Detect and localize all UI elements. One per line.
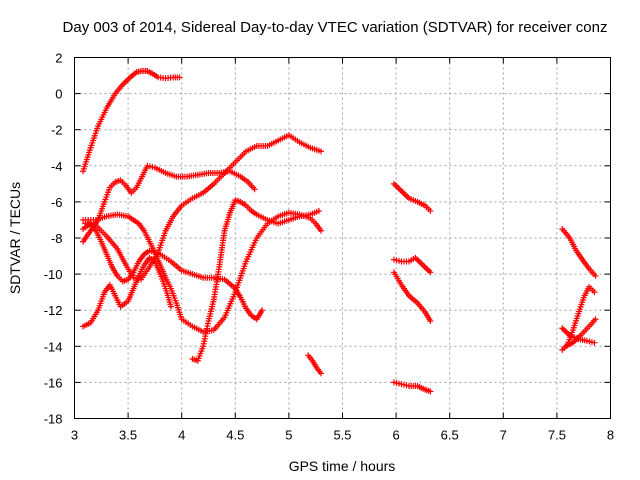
chart-title: Day 003 of 2014, Sidereal Day-to-day VTE… — [63, 19, 608, 36]
x-axis-label: GPS time / hours — [289, 458, 396, 474]
series-arc-11 — [390, 269, 434, 325]
y-tick-label: -12 — [44, 303, 63, 318]
series-arc-7 — [189, 197, 322, 364]
y-tick-label: -16 — [44, 375, 63, 390]
x-tick-label: 4 — [178, 428, 185, 443]
data-point — [251, 186, 258, 193]
series-arc-6 — [82, 132, 325, 283]
x-tick-label: 7 — [500, 428, 507, 443]
data-point — [318, 227, 325, 234]
y-tick-label: -4 — [51, 159, 63, 174]
x-tick-label: 3 — [71, 428, 78, 443]
data-point — [591, 339, 598, 346]
x-tick-label: 7.5 — [548, 428, 566, 443]
series-arc-2 — [80, 162, 258, 245]
y-tick-label: -10 — [44, 267, 63, 282]
data-point — [427, 269, 434, 276]
x-tick-label: 6 — [392, 428, 399, 443]
x-tick-label: 5.5 — [333, 428, 351, 443]
x-tick-label: 3.5 — [119, 428, 137, 443]
x-tick-label: 8 — [607, 428, 614, 443]
data-point — [176, 74, 183, 81]
series-arc-3 — [80, 209, 325, 335]
plot-frame — [74, 57, 611, 419]
data-point — [427, 318, 434, 325]
data-point — [427, 388, 434, 395]
data-point — [167, 303, 174, 310]
data-point — [259, 307, 266, 314]
y-tick-label: -6 — [51, 195, 63, 210]
series-arc-8 — [305, 352, 325, 377]
y-tick-label: -14 — [44, 339, 63, 354]
series-arc-12 — [390, 379, 434, 395]
y-axis-label: SDTVAR / TECUs — [7, 182, 23, 294]
y-tick-label: 0 — [55, 87, 62, 102]
data-point — [318, 370, 325, 377]
data-point — [315, 207, 322, 214]
y-tick-label: -2 — [51, 123, 63, 138]
data-point — [591, 289, 598, 296]
y-tick-label: -18 — [44, 412, 63, 427]
data-point — [427, 207, 434, 214]
series-arc-9 — [390, 180, 434, 214]
series-arc-13 — [559, 225, 599, 279]
data-point — [592, 272, 599, 279]
data-point — [592, 316, 599, 323]
grid-lines — [74, 57, 611, 419]
series-arc-1 — [80, 68, 183, 175]
x-tick-label: 4.5 — [226, 428, 244, 443]
data-series — [80, 68, 599, 395]
series-arc-10 — [390, 254, 434, 276]
x-tick-label: 5 — [285, 428, 292, 443]
data-point — [318, 148, 325, 155]
x-tick-label: 6.5 — [441, 428, 459, 443]
y-tick-label: -8 — [51, 231, 63, 246]
y-tick-label: 2 — [55, 51, 62, 66]
series-arc-16 — [562, 316, 599, 350]
